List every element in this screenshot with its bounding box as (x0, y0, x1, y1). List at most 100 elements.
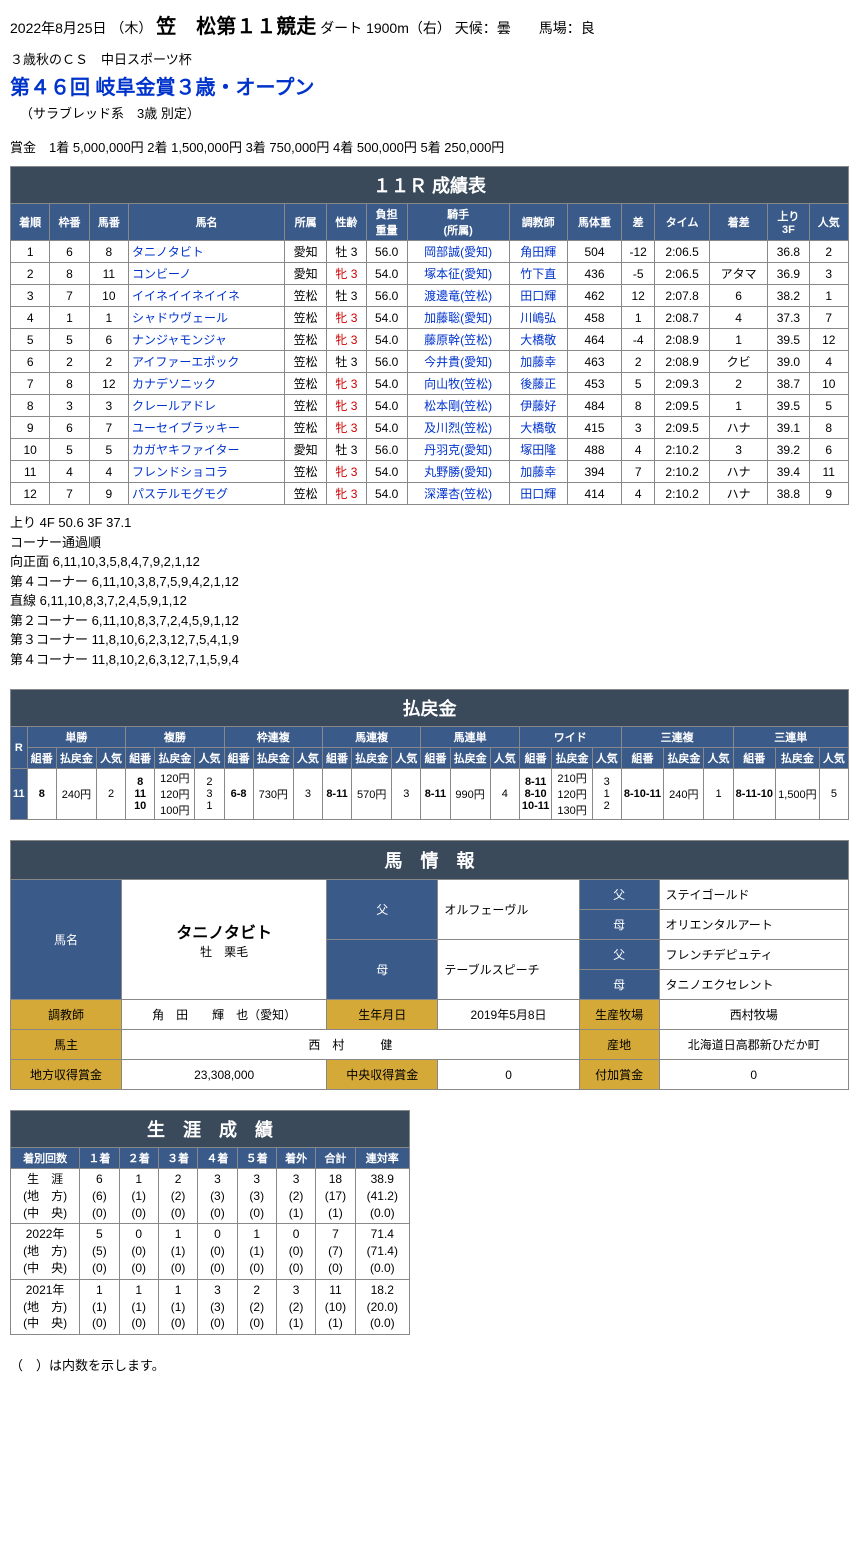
trainer-link[interactable]: 角田輝 (509, 241, 567, 263)
results-col-header: 差 (622, 204, 655, 241)
payout-cell: 1,500円 (776, 769, 820, 820)
results-col-header: 馬番 (89, 204, 128, 241)
sire: オルフェーヴル (438, 880, 579, 940)
sex-age: 牝 3 (327, 307, 366, 329)
results-col-header: 性齢 (327, 204, 366, 241)
trainer-link[interactable]: 大橋敬 (509, 329, 567, 351)
body-weight: 415 (567, 417, 621, 439)
trainer-link[interactable]: 加藤幸 (509, 351, 567, 373)
jockey-link[interactable]: 丹羽克(愛知) (407, 439, 509, 461)
belong: 愛知 (285, 263, 327, 285)
horse-link[interactable]: ナンジャモンジャ (129, 329, 285, 351)
horse-link[interactable]: シャドウヴェール (129, 307, 285, 329)
payout-subcol: 払戻金 (253, 748, 293, 769)
weight: 54.0 (366, 417, 407, 439)
result-row: 8 3 3 クレールアドレ 笠松 牝 3 54.0 松本剛(笠松) 伊藤好 48… (11, 395, 849, 417)
weight: 54.0 (366, 395, 407, 417)
belong: 笠松 (285, 417, 327, 439)
horse-link[interactable]: アイファーエポック (129, 351, 285, 373)
sex-age: 牝 3 (327, 373, 366, 395)
payout-cell: 8-11-10 (733, 769, 775, 820)
jockey-link[interactable]: 松本剛(笠松) (407, 395, 509, 417)
payout-subcol: 人気 (195, 748, 224, 769)
results-table: １１Ｒ 成績表 着順枠番馬番馬名所属性齢負担重量騎手(所属)調教師馬体重差タイム… (10, 166, 849, 505)
pos: 6 (11, 351, 50, 373)
career-cell: 0(0)(0) (198, 1224, 237, 1279)
career-cell: 3(2)(1) (276, 1279, 315, 1334)
jockey-link[interactable]: 向山牧(笠松) (407, 373, 509, 395)
dd: タニノエクセレント (659, 970, 849, 1000)
corner-line: 第３コーナー 11,8,10,6,2,3,12,7,5,4,1,9 (10, 630, 849, 650)
num: 2 (89, 351, 128, 373)
career-cell: 38.9(41.2)(0.0) (355, 1169, 409, 1224)
career-title: 生 涯 成 績 (11, 1111, 410, 1148)
horse-link[interactable]: パステルモグモグ (129, 483, 285, 505)
payout-type-header: 三連複 (621, 727, 733, 748)
payout-cell: 240円 (664, 769, 704, 820)
pos: 1 (11, 241, 50, 263)
corner-line: 第４コーナー 11,8,10,2,6,3,12,7,1,5,9,4 (10, 650, 849, 670)
career-cell: 1(1)(0) (80, 1279, 119, 1334)
trainer-link[interactable]: 川嶋弘 (509, 307, 567, 329)
birth-label: 生年月日 (327, 1000, 438, 1030)
career-cell: 0(0)(0) (276, 1224, 315, 1279)
trainer-link[interactable]: 田口輝 (509, 483, 567, 505)
belong: 愛知 (285, 439, 327, 461)
payout-type-header: 複勝 (126, 727, 224, 748)
race-subtitle: ３歳秋のＣＳ 中日スポーツ杯 (10, 49, 849, 68)
payout-cell: 8-10-11 (621, 769, 663, 820)
trainer-link[interactable]: 大橋敬 (509, 417, 567, 439)
career-col: 合計 (316, 1148, 355, 1169)
waku: 7 (50, 285, 89, 307)
num: 4 (89, 461, 128, 483)
horse-link[interactable]: コンビーノ (129, 263, 285, 285)
ds: フレンチデピュティ (659, 940, 849, 970)
body-weight: 462 (567, 285, 621, 307)
result-row: 3 7 10 イイネイイネイイネ 笠松 牡 3 56.0 渡邊竜(笠松) 田口輝… (11, 285, 849, 307)
payout-cell: 2 (97, 769, 126, 820)
payout-type-header: 馬連単 (421, 727, 519, 748)
jockey-link[interactable]: 渡邊竜(笠松) (407, 285, 509, 307)
career-cell: 1(1)(0) (119, 1279, 158, 1334)
pos: 5 (11, 329, 50, 351)
num: 12 (89, 373, 128, 395)
prize-line: 賞金 1着 5,000,000円 2着 1,500,000円 3着 750,00… (10, 137, 849, 156)
horse-link[interactable]: ユーセイブラッキー (129, 417, 285, 439)
payout-subcol: 組番 (733, 748, 775, 769)
payout-subcol: 組番 (224, 748, 253, 769)
jockey-link[interactable]: 今井貴(愛知) (407, 351, 509, 373)
trainer-link[interactable]: 竹下直 (509, 263, 567, 285)
jockey-link[interactable]: 及川烈(笠松) (407, 417, 509, 439)
jockey-link[interactable]: 藤原幹(笠松) (407, 329, 509, 351)
f3: 39.5 (768, 395, 809, 417)
career-label: 生 涯(地 方)(中 央) (11, 1169, 80, 1224)
horse-link[interactable]: クレールアドレ (129, 395, 285, 417)
local-label: 地方収得賞金 (11, 1060, 122, 1090)
trainer-link[interactable]: 加藤幸 (509, 461, 567, 483)
pos: 2 (11, 263, 50, 285)
f3: 39.4 (768, 461, 809, 483)
horse-link[interactable]: イイネイイネイイネ (129, 285, 285, 307)
career-row: 2022年(地 方)(中 央)5(5)(0)0(0)(0)1(1)(0)0(0)… (11, 1224, 410, 1279)
jockey-link[interactable]: 塚本征(愛知) (407, 263, 509, 285)
trainer-link[interactable]: 後藤正 (509, 373, 567, 395)
horse-link[interactable]: カナデソニック (129, 373, 285, 395)
trainer-link[interactable]: 田口輝 (509, 285, 567, 307)
results-col-header: 調教師 (509, 204, 567, 241)
jockey-link[interactable]: 岡部誠(愛知) (407, 241, 509, 263)
jockey-link[interactable]: 加藤聡(愛知) (407, 307, 509, 329)
trainer-link[interactable]: 塚田隆 (509, 439, 567, 461)
trainer-link[interactable]: 伊藤好 (509, 395, 567, 417)
payout-cell: 730円 (253, 769, 293, 820)
career-cell: 2(2)(0) (237, 1279, 276, 1334)
horse-link[interactable]: フレンドショコラ (129, 461, 285, 483)
diff: -4 (622, 329, 655, 351)
horse-link[interactable]: タニノタビト (129, 241, 285, 263)
horse-link[interactable]: カガヤキファイター (129, 439, 285, 461)
results-title: １１Ｒ 成績表 (11, 167, 849, 204)
time: 2:10.2 (655, 461, 710, 483)
margin: 1 (709, 329, 767, 351)
jockey-link[interactable]: 丸野勝(愛知) (407, 461, 509, 483)
f3: 39.1 (768, 417, 809, 439)
jockey-link[interactable]: 深澤杏(笠松) (407, 483, 509, 505)
